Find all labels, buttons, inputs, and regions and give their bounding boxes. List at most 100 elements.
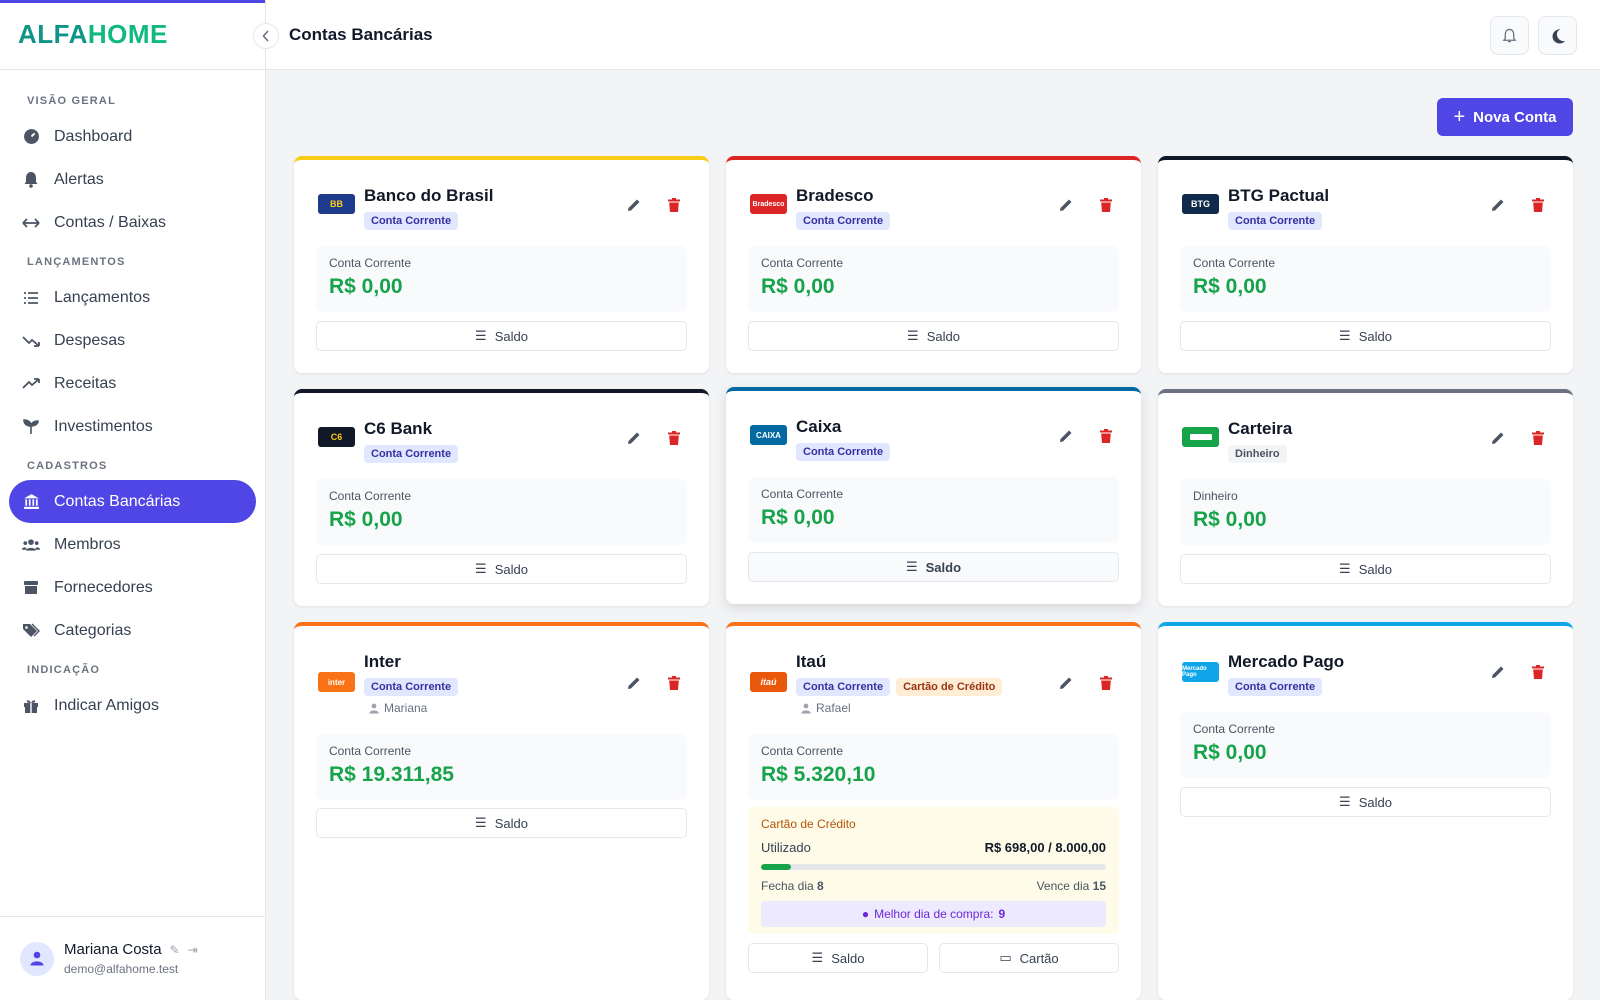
bank-logo: itaú <box>750 672 787 692</box>
gift-icon <box>22 697 40 715</box>
sliders-icon: ☰ <box>1339 328 1351 343</box>
balance-box: Conta Corrente R$ 0,00 <box>1180 712 1551 778</box>
bell-icon <box>1502 28 1517 42</box>
page-title: Contas Bancárias <box>289 24 433 44</box>
account-type-badge: Conta Corrente <box>796 443 891 461</box>
sidebar-item-despesas[interactable]: Despesas <box>9 319 256 362</box>
credit-card-title: Cartão de Crédito <box>761 817 856 831</box>
sidebar: ALFA HOME VISÃO GERAL Dashboard Alertas C… <box>0 0 266 1000</box>
account-card: BTG BTG Pactual Conta Corrente Conta Cor… <box>1158 156 1573 373</box>
saldo-label: Saldo <box>1358 328 1392 344</box>
edit-icon[interactable] <box>1491 431 1505 450</box>
sidebar-item-indicar-amigos[interactable]: Indicar Amigos <box>9 684 256 727</box>
saldo-button[interactable]: ☰ Saldo <box>316 321 687 351</box>
saldo-button[interactable]: ☰ Saldo <box>1180 554 1551 584</box>
dashboard-icon <box>22 128 40 146</box>
user-email: demo@alfahome.test <box>64 962 179 976</box>
arrows-horizontal-icon <box>22 214 40 232</box>
brand-logo[interactable]: ALFA HOME <box>0 0 265 70</box>
brand-part-2: HOME <box>87 19 168 49</box>
edit-icon[interactable] <box>1059 429 1073 448</box>
saldo-button[interactable]: ☰ Saldo <box>748 321 1119 351</box>
user-name: Mariana Costa <box>64 941 162 958</box>
new-account-button[interactable]: + Nova Conta <box>1437 98 1573 136</box>
section-label-indicacao: INDICAÇÃO <box>27 664 101 676</box>
sidebar-item-dashboard[interactable]: Dashboard <box>9 115 256 158</box>
sidebar-item-fornecedores[interactable]: Fornecedores <box>9 566 256 609</box>
trash-icon[interactable] <box>1532 431 1544 450</box>
new-account-label: Nova Conta <box>1473 108 1557 126</box>
collapse-sidebar-button[interactable] <box>253 23 279 49</box>
sidebar-item-label: Dashboard <box>54 127 133 145</box>
sidebar-item-investimentos[interactable]: Investimentos <box>9 405 256 448</box>
saldo-button[interactable]: ☰ Saldo <box>748 552 1119 582</box>
avatar[interactable] <box>20 941 54 976</box>
saldo-button[interactable]: ☰ Saldo <box>316 808 687 838</box>
edit-profile-icon[interactable]: ✎ <box>169 942 180 957</box>
sliders-icon: ☰ <box>475 561 487 576</box>
balance-value: R$ 0,00 <box>1193 508 1267 531</box>
saldo-label: Saldo <box>831 950 865 966</box>
trash-icon[interactable] <box>1532 198 1544 217</box>
sidebar-item-label: Contas Bancárias <box>54 492 181 510</box>
balance-value: R$ 0,00 <box>761 506 835 529</box>
trash-icon[interactable] <box>1100 676 1112 695</box>
account-name: Mercado Pago <box>1228 652 1345 671</box>
sidebar-item-receitas[interactable]: Receitas <box>9 362 256 405</box>
sidebar-item-label: Alertas <box>54 170 104 188</box>
sidebar-item-alerts[interactable]: Alertas <box>9 158 256 201</box>
edit-icon[interactable] <box>1059 198 1073 217</box>
edit-icon[interactable] <box>627 676 641 695</box>
trash-icon[interactable] <box>668 198 680 217</box>
saldo-button[interactable]: ☰ Saldo <box>1180 787 1551 817</box>
close-day-label: Fecha dia <box>761 879 814 893</box>
edit-icon[interactable] <box>1491 665 1505 684</box>
edit-icon[interactable] <box>627 198 641 217</box>
trash-icon[interactable] <box>668 431 680 450</box>
account-card: C6 C6 Bank Conta Corrente Conta Corrente… <box>294 389 709 606</box>
user-profile: Mariana Costa ✎ ⇥ demo@alfahome.test <box>0 916 265 1000</box>
best-day-value: 9 <box>998 907 1006 921</box>
sliders-icon: ☰ <box>1339 794 1351 809</box>
sidebar-item-lancamentos[interactable]: Lançamentos <box>9 276 256 319</box>
account-type-badge: Conta Corrente <box>364 678 459 696</box>
balance-box: Conta Corrente R$ 5.320,10 <box>748 734 1119 800</box>
saldo-button[interactable]: ☰ Saldo <box>1180 321 1551 351</box>
balance-value: R$ 0,00 <box>1193 275 1267 298</box>
notifications-button[interactable] <box>1490 16 1529 55</box>
store-icon <box>22 579 40 597</box>
saldo-label: Saldo <box>1358 561 1392 577</box>
logout-icon[interactable]: ⇥ <box>187 942 198 957</box>
trash-icon[interactable] <box>1532 665 1544 684</box>
trash-icon[interactable] <box>1100 198 1112 217</box>
account-name: Inter <box>364 652 401 671</box>
sidebar-item-contas-baixas[interactable]: Contas / Baixas <box>9 201 256 244</box>
balance-label: Conta Corrente <box>761 744 844 758</box>
edit-icon[interactable] <box>1491 198 1505 217</box>
sidebar-item-contas-bancarias[interactable]: Contas Bancárias <box>9 480 256 523</box>
account-name: C6 Bank <box>364 419 433 438</box>
owner-name: Mariana <box>384 701 428 715</box>
saldo-label: Saldo <box>494 328 528 344</box>
sidebar-item-membros[interactable]: Membros <box>9 523 256 566</box>
bank-logo: inter <box>318 672 355 692</box>
cartao-button[interactable]: ▭ Cartão <box>939 943 1119 973</box>
credit-card-panel: Cartão de Crédito Utilizado R$ 698,00 / … <box>748 807 1119 934</box>
dark-mode-toggle[interactable] <box>1538 16 1577 55</box>
bank-logo: C6 <box>318 427 355 447</box>
sidebar-item-categorias[interactable]: Categorias <box>9 609 256 652</box>
trash-icon[interactable] <box>1100 429 1112 448</box>
credit-usage-fill <box>761 864 791 870</box>
balance-box: Conta Corrente R$ 0,00 <box>316 246 687 312</box>
trash-icon[interactable] <box>668 676 680 695</box>
saldo-button[interactable]: ☰ Saldo <box>316 554 687 584</box>
moon-icon <box>1552 28 1565 43</box>
saldo-button[interactable]: ☰ Saldo <box>748 943 928 973</box>
edit-icon[interactable] <box>627 431 641 450</box>
sliders-icon: ☰ <box>905 559 918 574</box>
account-type-badge: Conta Corrente <box>796 678 891 696</box>
edit-icon[interactable] <box>1059 676 1073 695</box>
account-type-badge: Conta Corrente <box>364 445 459 463</box>
sidebar-item-label: Despesas <box>54 331 126 349</box>
balance-value: R$ 0,00 <box>329 275 403 298</box>
